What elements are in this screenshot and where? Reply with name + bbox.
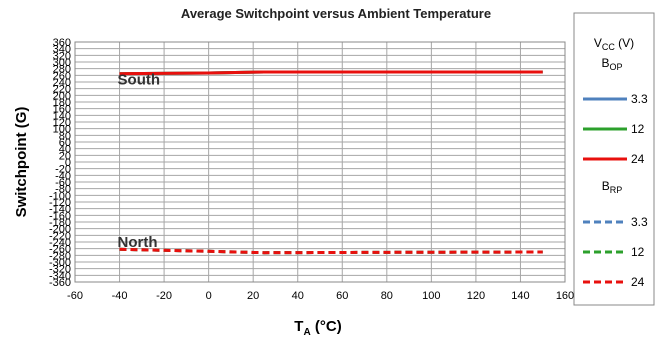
y-tick-label: 220	[53, 84, 71, 96]
legend-label-op-24: 24	[631, 152, 645, 166]
x-tick-label: -40	[112, 290, 128, 302]
x-axis-title-main: T	[294, 318, 303, 335]
y-tick-label: -240	[49, 237, 71, 249]
y-tick-label: 320	[53, 50, 71, 62]
x-tick-label: 100	[422, 290, 440, 302]
y-tick-label: -340	[49, 270, 71, 282]
y-tick-label: -300	[49, 257, 71, 269]
x-tick-label: 20	[247, 290, 259, 302]
y-tick-label: -120	[49, 197, 71, 209]
y-tick-label: 300	[53, 57, 71, 69]
y-tick-label: 260	[53, 70, 71, 82]
axis-ticks: 3603403203002802602402202001801601401201…	[49, 37, 574, 302]
y-tick-label: 180	[53, 97, 71, 109]
y-tick-label: -20	[55, 164, 71, 176]
y-tick-label: 0	[65, 157, 71, 169]
plot-area	[74, 41, 566, 283]
legend-label-op-3-3: 3.3	[631, 92, 648, 106]
chart-title: Average Switchpoint versus Ambient Tempe…	[181, 6, 491, 21]
y-tick-label: 360	[53, 37, 71, 49]
y-tick-label: -260	[49, 244, 71, 256]
y-tick-label: 240	[53, 77, 71, 89]
x-tick-label: 0	[206, 290, 212, 302]
y-tick-label: -100	[49, 190, 71, 202]
y-tick-label: 80	[59, 130, 71, 142]
x-tick-label: 160	[556, 290, 574, 302]
y-tick-label: -320	[49, 264, 71, 276]
annotations: South North	[118, 72, 161, 251]
x-tick-label: 140	[511, 290, 529, 302]
x-tick-label: 60	[336, 290, 348, 302]
legend: VCC (V) BOP 3.3 12 24 BRP 3.3 12 24	[573, 12, 655, 306]
x-axis-title: TA (°C)	[294, 318, 341, 338]
legend-header-main: V	[594, 36, 602, 50]
y-tick-label: 200	[53, 90, 71, 102]
legend-label-rp-12: 12	[631, 245, 645, 259]
y-tick-label: -280	[49, 250, 71, 262]
series-lines	[119, 70, 543, 255]
y-tick-label: 140	[53, 110, 71, 122]
y-tick-label: -160	[49, 210, 71, 222]
annotation-north: North	[118, 234, 158, 251]
y-tick-label: 20	[59, 150, 71, 162]
legend-label-rp-3-3: 3.3	[631, 215, 648, 229]
x-tick-label: -20	[156, 290, 172, 302]
series-line-brp-24	[119, 247, 543, 255]
x-axis-title-sub: A	[303, 327, 310, 338]
y-tick-label: 60	[59, 137, 71, 149]
x-tick-label: -60	[67, 290, 83, 302]
x-tick-label: 80	[381, 290, 393, 302]
series-line-bop-24	[119, 70, 543, 76]
annotation-south: South	[118, 72, 161, 89]
x-axis-title-unit: (°C)	[311, 318, 342, 335]
y-tick-label: -60	[55, 177, 71, 189]
legend-group-rp: BRP	[602, 179, 623, 195]
y-tick-label: -220	[49, 230, 71, 242]
y-tick-label: -200	[49, 224, 71, 236]
y-tick-label: 120	[53, 117, 71, 129]
x-tick-label: 40	[292, 290, 304, 302]
y-tick-label: -140	[49, 204, 71, 216]
x-tick-label: 120	[467, 290, 485, 302]
y-axis-title: Switchpoint (G)	[13, 107, 30, 218]
y-tick-label: 100	[53, 124, 71, 136]
y-tick-label: 40	[59, 144, 71, 156]
y-tick-label: -40	[55, 170, 71, 182]
legend-group-op: BOP	[601, 56, 622, 72]
legend-header-sub: CC	[602, 42, 615, 52]
y-tick-label: 160	[53, 104, 71, 116]
legend-label-rp-24: 24	[631, 275, 645, 289]
y-tick-label: 280	[53, 64, 71, 76]
y-tick-label: -180	[49, 217, 71, 229]
legend-entries: BOP 3.3 12 24 BRP 3.3 12 24	[583, 56, 648, 289]
legend-header-rest: (V)	[615, 36, 634, 50]
legend-label-op-12: 12	[631, 122, 645, 136]
y-tick-label: 340	[53, 44, 71, 56]
y-tick-label: -360	[49, 277, 71, 289]
y-tick-label: -80	[55, 184, 71, 196]
legend-header: VCC (V)	[594, 36, 634, 52]
